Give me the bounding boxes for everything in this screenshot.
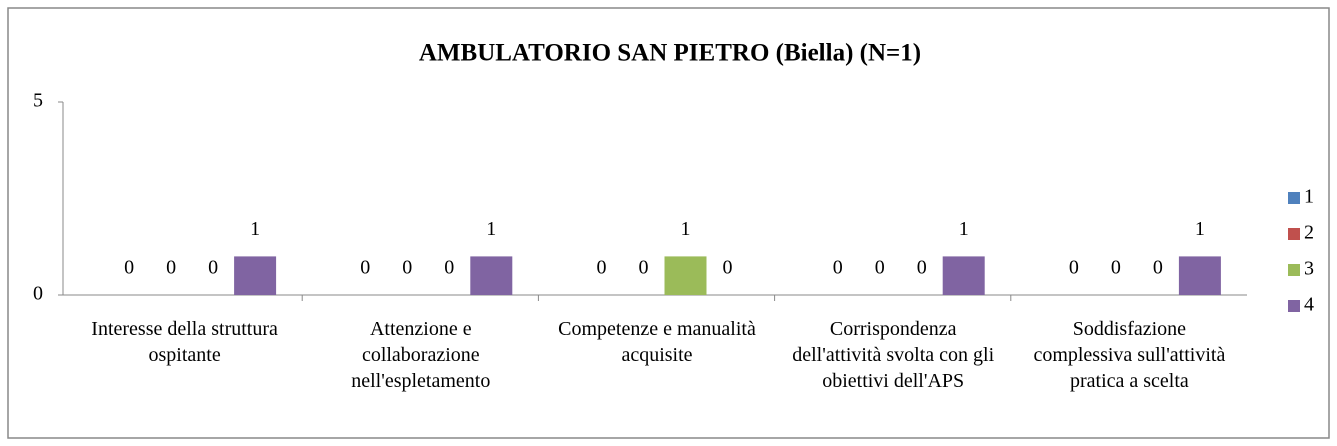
value-label: 0 (402, 257, 412, 279)
bar (470, 256, 513, 295)
y-tick-label: 5 (33, 90, 43, 112)
value-label: 0 (444, 257, 454, 279)
value-label: 0 (833, 257, 843, 279)
legend-swatch (1288, 192, 1300, 204)
bar (1178, 256, 1221, 295)
value-label: 0 (208, 257, 218, 279)
value-label: 1 (959, 218, 969, 240)
value-label: 0 (639, 257, 649, 279)
chart-border (7, 7, 1330, 439)
x-tick-label: Soddisfazione complessiva sull'attività … (1033, 318, 1226, 392)
value-label: 0 (1111, 257, 1121, 279)
x-tick-label: Corrispondenza dell'attività svolta con … (792, 318, 995, 392)
value-label: 0 (1153, 257, 1163, 279)
bar (664, 256, 707, 295)
value-label: 1 (1195, 218, 1205, 240)
value-label: 1 (250, 218, 260, 240)
value-label: 0 (166, 257, 176, 279)
x-tick-label: Competenze e manualità acquisite (558, 318, 756, 366)
value-label: 1 (681, 218, 691, 240)
value-label: 1 (486, 218, 496, 240)
bar (942, 256, 985, 295)
legend-swatch (1288, 264, 1300, 276)
value-label: 0 (917, 257, 927, 279)
legend-swatch (1288, 228, 1300, 240)
legend-label: 2 (1304, 222, 1314, 244)
value-label: 0 (1069, 257, 1079, 279)
bar (234, 256, 277, 295)
x-tick-label: Interesse della struttura ospitante (91, 318, 278, 366)
legend-swatch (1288, 300, 1300, 312)
value-label: 0 (875, 257, 885, 279)
legend-label: 3 (1304, 258, 1314, 280)
x-tick-label: Attenzione e collaborazione nell'espleta… (351, 318, 491, 392)
chart-title: AMBULATORIO SAN PIETRO (Biella) (N=1) (419, 40, 921, 67)
value-label: 0 (360, 257, 370, 279)
value-label: 0 (723, 257, 733, 279)
value-label: 0 (124, 257, 134, 279)
legend-label: 4 (1304, 294, 1314, 316)
value-label: 0 (597, 257, 607, 279)
legend-label: 1 (1304, 186, 1314, 208)
y-tick-label: 0 (33, 283, 43, 305)
